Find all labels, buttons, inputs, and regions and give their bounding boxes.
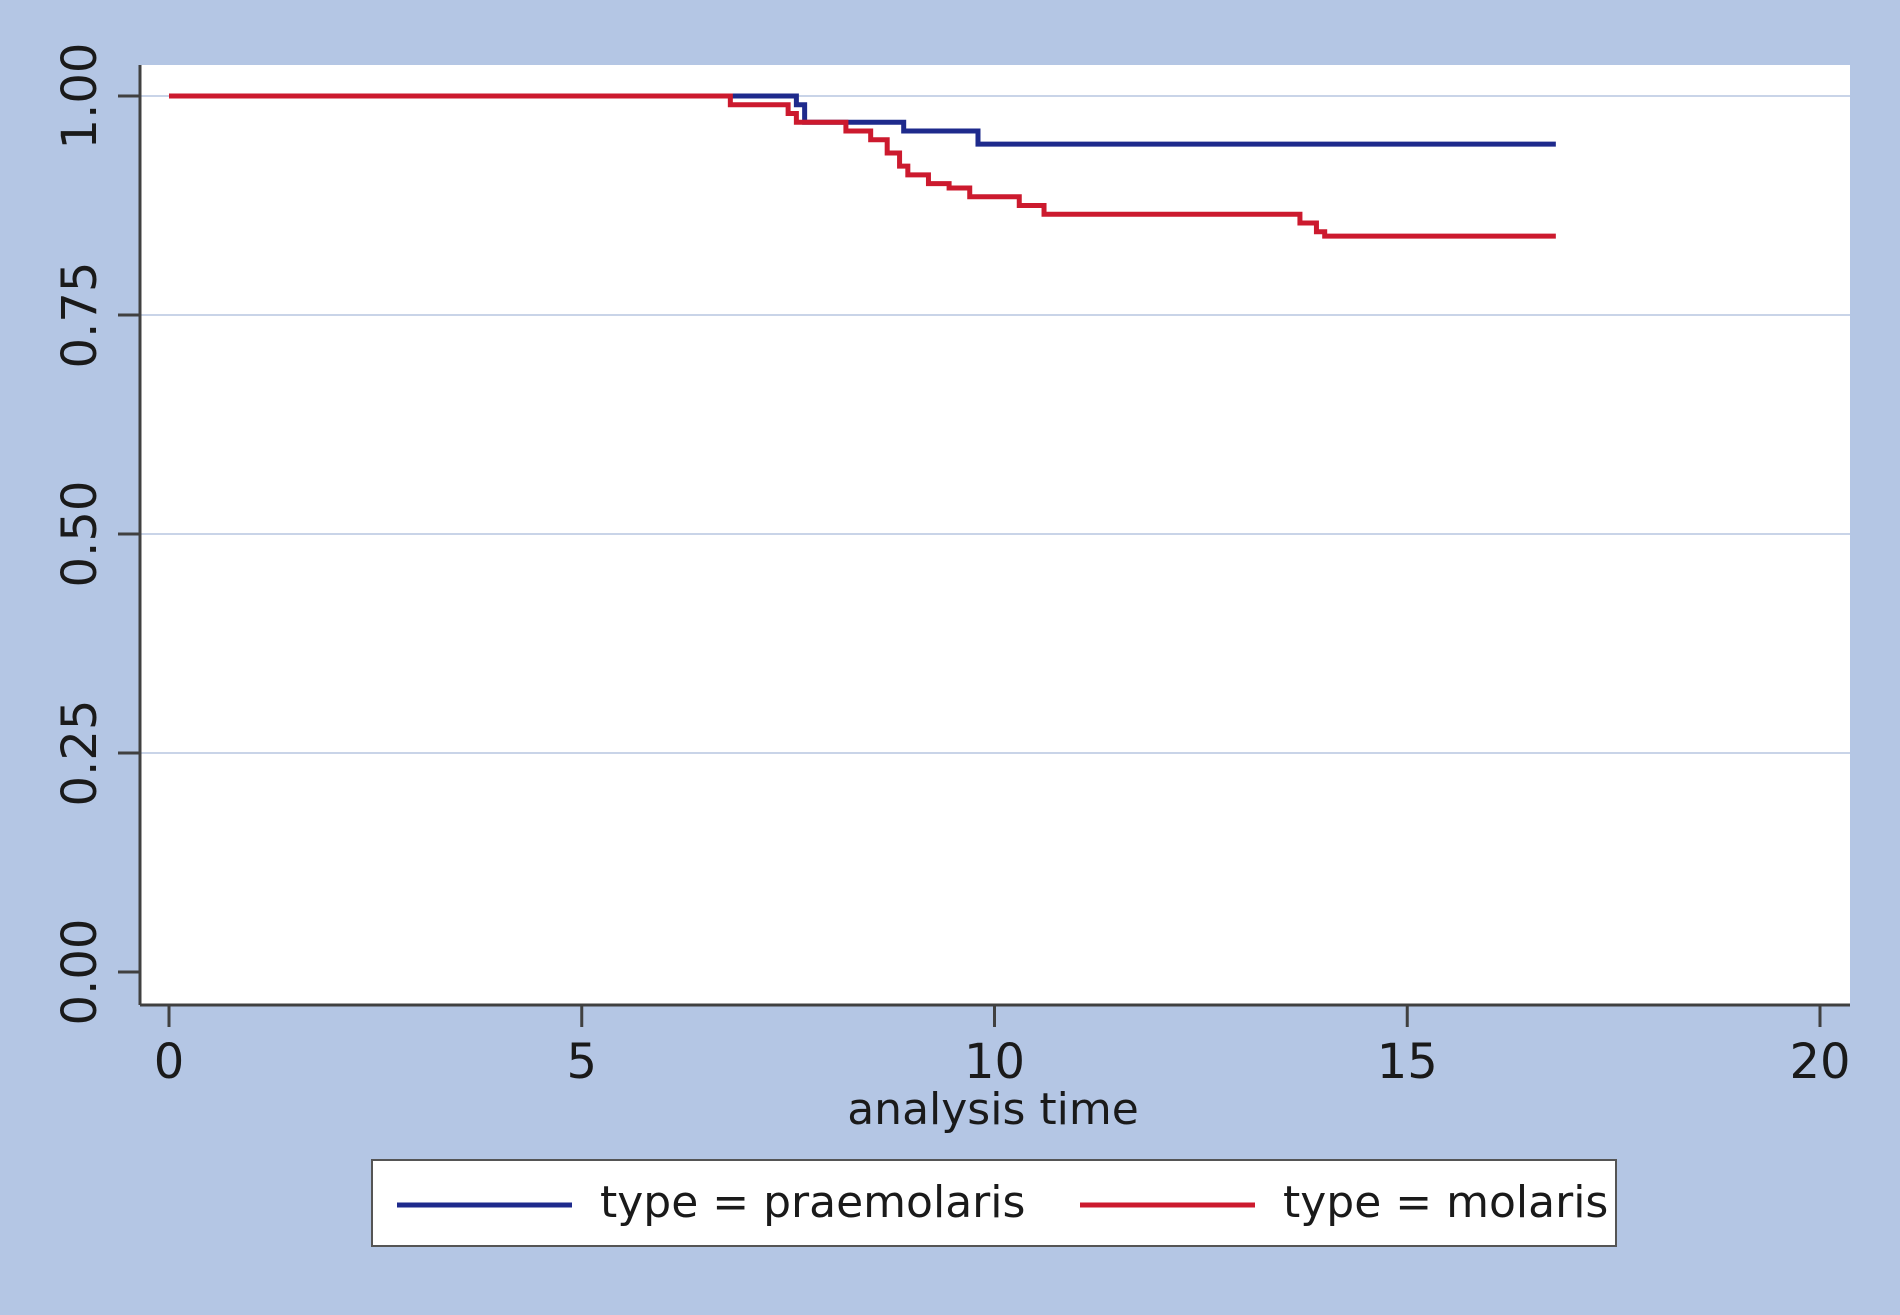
y-tick-label: 0.25 — [52, 700, 108, 807]
series-lines — [169, 93, 1556, 239]
y-tick-label: 0.50 — [52, 481, 108, 588]
x-tick-label: 0 — [154, 1034, 185, 1090]
x-axis-ticks: 0 5 10 15 20 — [154, 1005, 1851, 1090]
legend-label-praemolaris: type = praemolaris — [600, 1177, 1025, 1228]
y-tick-label: 0.00 — [52, 919, 108, 1026]
x-tick-label: 20 — [1789, 1034, 1850, 1090]
y-axis-ticks: 0.00 0.25 0.50 0.75 1.00 — [52, 43, 140, 1026]
legend-box — [371, 1159, 1617, 1247]
series-line-molaris — [169, 93, 1556, 239]
y-tick-label: 1.00 — [52, 43, 108, 150]
legend: type = praemolaris type = molaris — [371, 1159, 1617, 1247]
series-line-praemolaris — [169, 93, 1556, 147]
legend-label-molaris: type = molaris — [1283, 1177, 1608, 1228]
y-tick-label: 0.75 — [52, 262, 108, 369]
x-axis-title: analysis time — [847, 1084, 1139, 1135]
x-tick-label: 15 — [1377, 1034, 1438, 1090]
x-tick-label: 10 — [964, 1034, 1025, 1090]
x-tick-label: 5 — [566, 1034, 597, 1090]
